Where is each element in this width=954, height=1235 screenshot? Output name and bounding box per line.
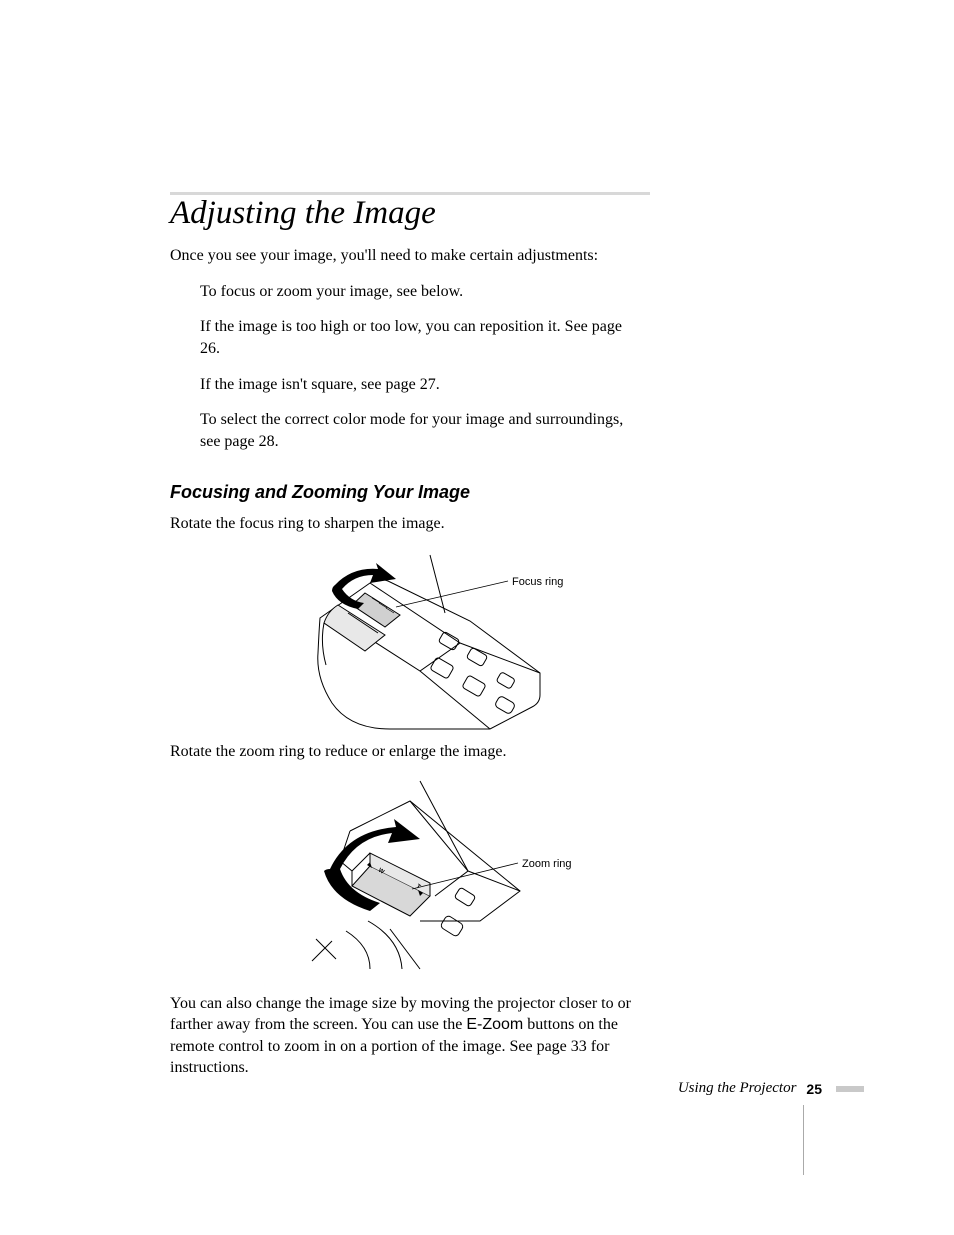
footer-divider [803,1105,804,1175]
section-heading: Focusing and Zooming Your Image [170,482,810,503]
figure-focus-ring: Focus ring [170,543,650,733]
closing-paragraph: You can also change the image size by mo… [170,993,650,1079]
bullet-item: To focus or zoom your image, see below. [200,281,630,303]
figure-zoom-ring: T W Zoom ring [170,771,650,981]
bullet-item: If the image isn't square, see page 27. [200,374,630,396]
focus-ring-label: Focus ring [512,576,563,588]
content-column: Adjusting the Image Once you see your im… [170,192,810,1087]
zoom-ring-label: Zoom ring [522,858,572,870]
main-title: Adjusting the Image [170,192,650,231]
bullet-item: If the image is too high or too low, you… [200,316,630,359]
ezoom-term: E-Zoom [466,1016,523,1033]
footer-bar-icon [836,1086,864,1092]
page: Adjusting the Image Once you see your im… [0,0,954,1235]
focus-paragraph: Rotate the focus ring to sharpen the ima… [170,513,650,535]
footer-page-number: 25 [806,1081,822,1097]
page-footer: Using the Projector 25 [678,1080,864,1097]
zoom-paragraph: Rotate the zoom ring to reduce or enlarg… [170,741,650,763]
bullet-item: To select the correct color mode for you… [200,409,630,452]
intro-text: Once you see your image, you'll need to … [170,245,650,267]
footer-section-title: Using the Projector [678,1080,797,1097]
bullet-list: To focus or zoom your image, see below. … [200,281,630,453]
